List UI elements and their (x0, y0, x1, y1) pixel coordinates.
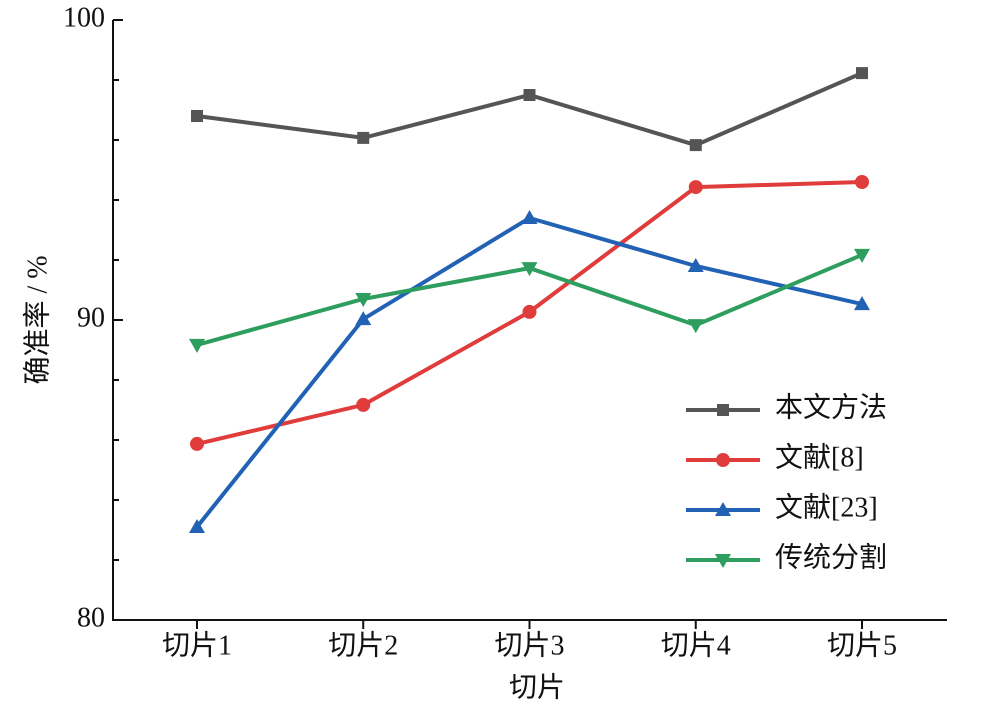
y-axis-label: 确准率 / % (21, 255, 53, 384)
data-point (189, 338, 205, 353)
axes (112, 20, 947, 621)
legend-label: 本文方法 (775, 391, 887, 423)
x-tick-label: 切片5 (827, 629, 897, 661)
data-point (357, 131, 370, 144)
data-point (355, 293, 372, 307)
legend-marker (716, 453, 730, 467)
legend-label: 传统分割 (775, 541, 887, 573)
data-point (189, 519, 205, 533)
data-point (856, 67, 868, 80)
data-point (523, 89, 536, 101)
data-point (522, 304, 537, 319)
data-point (689, 139, 702, 152)
data-point (521, 262, 538, 277)
data-point (854, 248, 870, 263)
data-point (190, 436, 204, 451)
x-tick-label: 切片1 (162, 629, 232, 661)
legend-marker (717, 404, 729, 416)
x-tick-label: 切片2 (328, 629, 398, 661)
data-point (687, 258, 704, 272)
y-tick-label: 100 (63, 2, 105, 33)
x-axis-label: 切片 (509, 671, 565, 703)
data-point (855, 175, 869, 189)
data-point (687, 319, 704, 334)
y-tick-label: 90 (77, 302, 105, 333)
data-point (191, 110, 203, 122)
y-tick-label: 80 (77, 602, 105, 633)
data-point (521, 210, 538, 224)
legend-label: 文献[8] (775, 441, 864, 473)
data-point (688, 180, 703, 195)
legend-label: 文献[23] (775, 491, 878, 523)
legend-marker (715, 554, 731, 568)
data-point (356, 397, 371, 412)
x-tick-label: 切片3 (494, 629, 564, 661)
x-tick-label: 切片4 (661, 629, 731, 661)
data-point (355, 311, 372, 326)
series-line (196, 71, 863, 148)
data-point (854, 296, 870, 311)
legend-marker (715, 502, 731, 516)
